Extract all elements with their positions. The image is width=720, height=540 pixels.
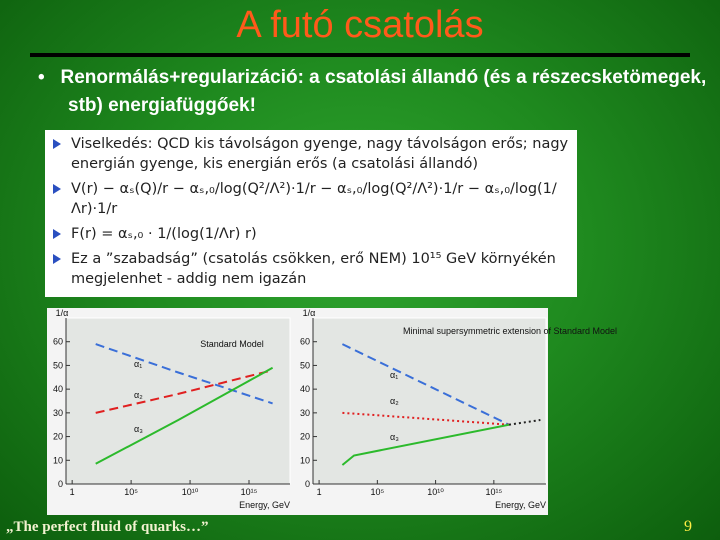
- y-tick-label: 0: [305, 479, 310, 489]
- plot-area: [312, 317, 547, 485]
- x-axis-label: Energy, GeV: [239, 500, 290, 510]
- y-tick-label: 40: [300, 384, 310, 394]
- annotation: α₁: [134, 359, 142, 369]
- annotation: α₃: [390, 432, 399, 442]
- series-line: [341, 423, 510, 466]
- bullet-icon: [53, 254, 61, 264]
- x-tick-label: 10¹⁵: [241, 487, 258, 497]
- bullet: • Renormálás+regularizáció: a csatolási …: [38, 67, 707, 116]
- series-line: [95, 366, 274, 465]
- box-item: Ez a ”szabadság” (csatolás csökken, erő …: [51, 249, 571, 289]
- footer: „The perfect fluid of quarks…”: [6, 519, 209, 535]
- x-tick-label: 10⁵: [370, 487, 384, 497]
- series-line: [95, 369, 273, 414]
- box-item: Viselkedés: QCD kis távolságon gyenge, n…: [51, 134, 571, 174]
- box-item: F(r) = αₛ,₀ · 1/(log(1/Λr) r): [51, 224, 571, 244]
- y-tick-label: 60: [53, 337, 63, 347]
- series-line: [342, 411, 510, 426]
- box-item: V(r) − αₛ(Q)/r − αₛ,₀/log(Q²/Λ²)·1/r − α…: [51, 179, 571, 219]
- x-tick-label: 10⁵: [124, 487, 138, 497]
- series-line: [341, 343, 510, 426]
- item-text: Viselkedés: QCD kis távolságon gyenge, n…: [71, 136, 569, 172]
- item-text: V(r) − αₛ(Q)/r − αₛ,₀/log(Q²/Λ²)·1/r − α…: [71, 181, 557, 217]
- title: A futó csatolás: [236, 4, 484, 46]
- page-number: 9: [684, 518, 692, 535]
- y-tick-label: 10: [53, 455, 63, 465]
- y-tick-label: 10: [300, 455, 310, 465]
- annotation: Standard Model: [200, 339, 264, 349]
- series-line: [95, 343, 273, 405]
- y-tick-label: 20: [300, 432, 310, 442]
- bullet-text: Renormálás+regularizáció: a csatolási ál…: [60, 67, 707, 116]
- y-tick-label: 20: [53, 432, 63, 442]
- series-line: [508, 419, 541, 426]
- bullet-icon: [53, 139, 61, 149]
- annotation: Minimal supersymmetric extension of Stan…: [403, 326, 617, 336]
- x-tick-label: 1: [317, 487, 322, 497]
- annotation: α₂: [390, 396, 399, 406]
- y-tick-label: 30: [300, 408, 310, 418]
- text-box: Viselkedés: QCD kis távolságon gyenge, n…: [45, 130, 577, 297]
- x-tick-label: 10¹⁰: [427, 487, 444, 497]
- y-tick-label: 40: [53, 384, 63, 394]
- x-tick-label: 10¹⁰: [182, 487, 199, 497]
- item-text: F(r) = αₛ,₀ · 1/(log(1/Λr) r): [71, 226, 257, 242]
- y-tick-label: 0: [58, 479, 63, 489]
- bullet-icon: [53, 184, 61, 194]
- x-axis-label: Energy, GeV: [495, 500, 546, 510]
- plot-area: [65, 317, 291, 485]
- annotation: α₃: [134, 424, 143, 434]
- bullet-icon: [53, 229, 61, 239]
- annotation: α₁: [390, 370, 398, 380]
- item-text: Ez a ”szabadság” (csatolás csökken, erő …: [71, 251, 556, 287]
- y-tick-label: 30: [53, 408, 63, 418]
- x-tick-label: 10¹⁵: [485, 487, 502, 497]
- y-tick-label: 50: [53, 360, 63, 370]
- y-tick-label: 60: [300, 337, 310, 347]
- y-axis-label: 1/α: [56, 308, 69, 318]
- title-rule: [30, 53, 690, 57]
- y-axis-label: 1/α: [303, 308, 316, 318]
- y-tick-label: 50: [300, 360, 310, 370]
- annotation: α₂: [134, 390, 143, 400]
- x-tick-label: 1: [70, 487, 75, 497]
